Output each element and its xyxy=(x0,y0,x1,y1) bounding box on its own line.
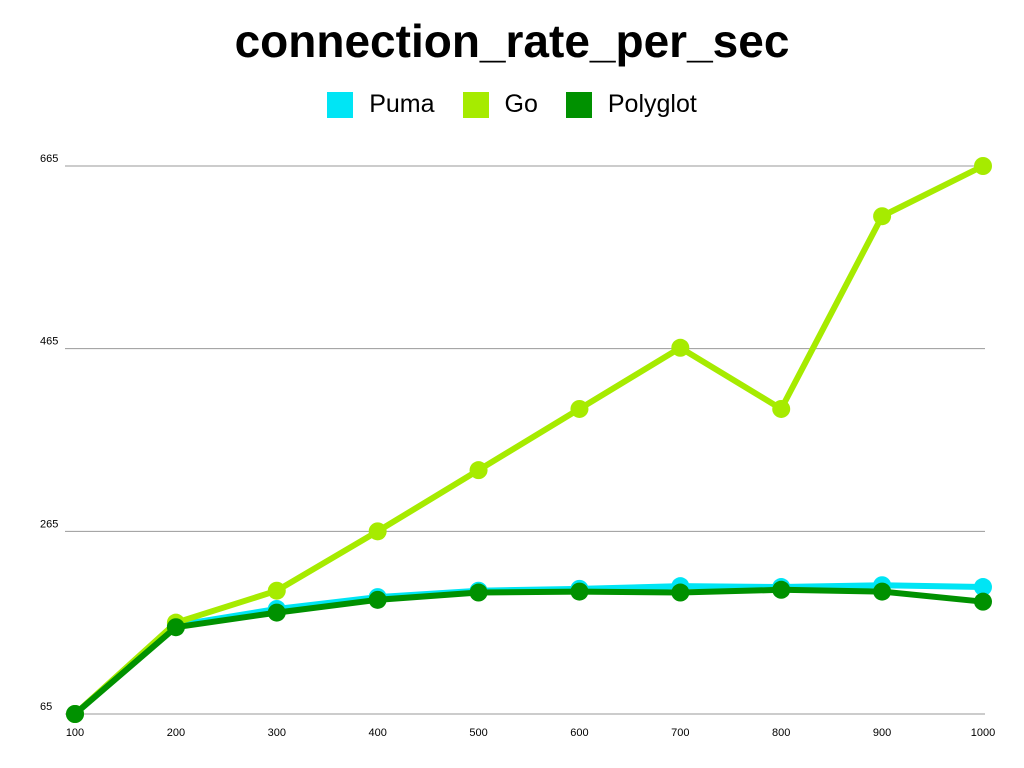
data-point-go xyxy=(570,399,589,418)
data-point-go xyxy=(267,581,286,600)
data-point-polyglot xyxy=(166,618,185,637)
legend-item-puma: Puma xyxy=(327,90,435,119)
y-axis-ticks: 65 265 465 665 xyxy=(40,153,58,713)
data-point-polyglot xyxy=(671,583,690,602)
data-point-go xyxy=(469,461,488,480)
legend-item-polyglot: Polyglot xyxy=(565,90,697,119)
legend-swatch-puma xyxy=(327,91,354,118)
legend-item-go: Go xyxy=(462,90,538,119)
x-tick-label: 700 xyxy=(671,727,689,739)
series-lines xyxy=(66,157,992,723)
x-tick-label: 100 xyxy=(66,727,84,739)
data-point-polyglot xyxy=(368,590,387,609)
legend-label-go: Go xyxy=(504,90,538,118)
x-tick-label: 600 xyxy=(570,727,588,739)
series-line-polyglot xyxy=(72,586,986,717)
data-point-polyglot xyxy=(267,603,286,622)
legend-swatch-polyglot xyxy=(565,91,592,118)
series-puma xyxy=(66,576,992,723)
gridlines xyxy=(65,165,985,715)
x-tick-label: 400 xyxy=(368,727,386,739)
data-point-polyglot xyxy=(873,582,892,601)
chart-title: connection_rate_per_sec xyxy=(234,15,790,67)
x-tick-label: 500 xyxy=(469,727,487,739)
legend-swatch-go xyxy=(462,91,489,118)
x-tick-label: 300 xyxy=(268,727,286,739)
series-line-puma xyxy=(72,582,986,717)
legend-label-puma: Puma xyxy=(369,90,435,118)
x-tick-label: 200 xyxy=(167,727,185,739)
data-point-polyglot xyxy=(570,582,589,601)
legend-label-polyglot: Polyglot xyxy=(607,90,697,118)
data-point-go xyxy=(873,207,892,226)
y-tick-label: 465 xyxy=(40,336,58,348)
x-tick-label: 900 xyxy=(873,727,891,739)
data-point-polyglot xyxy=(469,583,488,602)
legend: Puma Go Polyglot xyxy=(0,90,1024,119)
y-tick-label: 265 xyxy=(40,518,58,530)
series-line-go xyxy=(72,163,986,717)
data-point-go xyxy=(671,338,690,357)
x-tick-label: 800 xyxy=(772,727,790,739)
data-point-go xyxy=(772,399,791,418)
y-tick-label: 65 xyxy=(40,701,52,713)
data-point-polyglot xyxy=(66,705,84,723)
series-go xyxy=(66,157,992,723)
series-polyglot xyxy=(66,580,992,723)
y-tick-label: 665 xyxy=(40,153,58,165)
data-point-polyglot xyxy=(772,580,791,599)
data-point-go xyxy=(974,157,992,175)
data-point-polyglot xyxy=(974,592,992,611)
x-axis-ticks: 100 200 300 400 500 600 700 800 900 1000 xyxy=(66,727,995,739)
x-tick-label: 1000 xyxy=(971,727,995,739)
data-point-go xyxy=(368,522,387,541)
data-point-puma xyxy=(974,578,992,597)
